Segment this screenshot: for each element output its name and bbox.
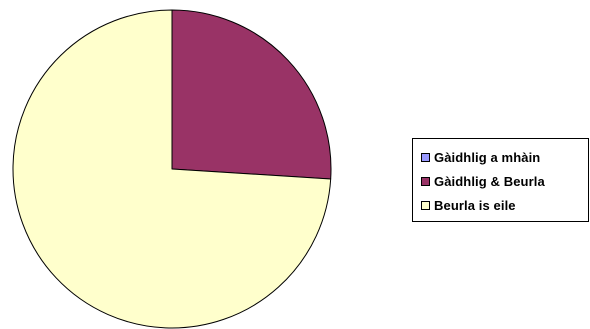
legend-item-gaidhlig-a-mhain: Gàidhlig a mhàin <box>413 145 588 169</box>
legend-label-gaidhlig-beurla: Gàidhlig & Beurla <box>434 173 545 189</box>
legend-item-gaidhlig-beurla: Gàidhlig & Beurla <box>413 169 588 193</box>
pie-slices <box>12 9 332 329</box>
pie-slice-gaidhlig-beurla <box>171 9 332 180</box>
legend-item-beurla-is-eile: Beurla is eile <box>413 193 588 217</box>
legend: Gàidhlig a mhàin Gàidhlig & Beurla Beurl… <box>412 138 589 222</box>
legend-label-gaidhlig-a-mhain: Gàidhlig a mhàin <box>434 149 541 165</box>
pie-slice-beurla-is-eile <box>12 9 332 329</box>
legend-swatch-gaidhlig-a-mhain <box>421 152 430 162</box>
legend-label-beurla-is-eile: Beurla is eile <box>434 197 516 213</box>
legend-swatch-gaidhlig-beurla <box>421 176 430 186</box>
legend-swatch-beurla-is-eile <box>421 200 430 210</box>
